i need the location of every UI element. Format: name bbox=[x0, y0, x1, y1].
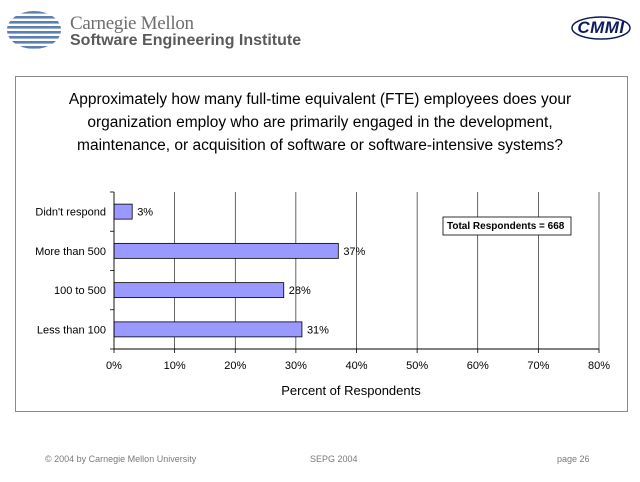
x-axis-title: Percent of Respondents bbox=[281, 383, 421, 398]
org-name-line2: Software Engineering Institute bbox=[70, 32, 302, 49]
annotation-box bbox=[442, 216, 572, 236]
x-tick-label: 50% bbox=[406, 360, 428, 372]
chart-title: Approximately how many full-time equival… bbox=[68, 91, 572, 154]
bar bbox=[113, 282, 285, 299]
axes bbox=[110, 191, 600, 353]
x-tick-label: 20% bbox=[224, 360, 246, 372]
footer-event: SEPG 2004 bbox=[310, 454, 358, 464]
cmmi-logo: CMMI bbox=[570, 14, 632, 42]
x-tick-label: 80% bbox=[588, 360, 610, 372]
category-label: More than 500 bbox=[35, 246, 106, 258]
category-label: Less than 100 bbox=[37, 324, 106, 336]
x-tick-label: 60% bbox=[467, 360, 489, 372]
sei-striped-globe-icon bbox=[7, 11, 61, 49]
org-name-line1: Carnegie Mellon bbox=[70, 13, 194, 34]
x-tick-label: 0% bbox=[106, 360, 122, 372]
slide-header: Carnegie Mellon Software Engineering Ins… bbox=[0, 0, 640, 60]
bar bbox=[113, 203, 133, 220]
x-tick-label: 70% bbox=[527, 360, 549, 372]
footer-page-number: page 26 bbox=[557, 454, 590, 464]
category-label: 100 to 500 bbox=[54, 285, 106, 297]
x-tick-label: 30% bbox=[285, 360, 307, 372]
data-label: 37% bbox=[343, 246, 365, 258]
category-label: Didn't respond bbox=[35, 207, 106, 219]
labels: 0% 10% 20% 30% 40% 50% 60% 70% 80% Didn't respond… bbox=[35, 207, 610, 372]
data-label: 3% bbox=[137, 207, 153, 219]
bar bbox=[113, 242, 339, 259]
bar bbox=[113, 321, 303, 338]
cmmi-logo-text: CMMI bbox=[577, 18, 625, 37]
bars bbox=[113, 203, 339, 338]
x-tick-label: 40% bbox=[345, 360, 367, 372]
data-label: 28% bbox=[289, 285, 311, 297]
data-label: 31% bbox=[307, 324, 329, 336]
x-tick-label: 10% bbox=[164, 360, 186, 372]
annotation-text: Total Respondents = 668 bbox=[447, 221, 565, 232]
footer-copyright: © 2004 by Carnegie Mellon University bbox=[45, 454, 197, 464]
